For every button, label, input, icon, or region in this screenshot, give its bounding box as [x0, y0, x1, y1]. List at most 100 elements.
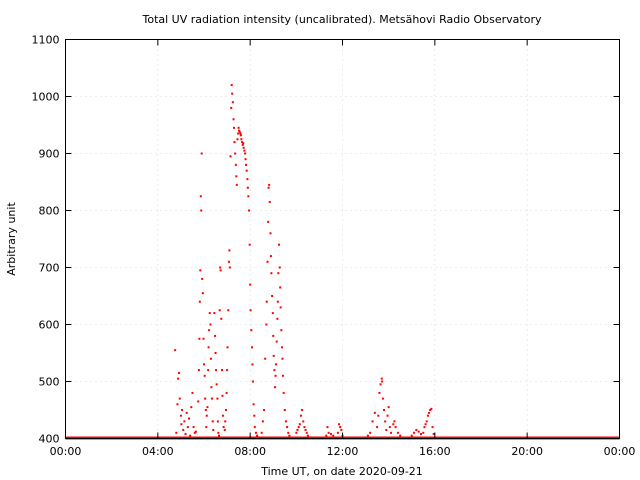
y-tick-label: 1000: [32, 91, 60, 104]
data-point: [430, 407, 433, 410]
data-point: [204, 397, 207, 400]
data-point: [247, 195, 250, 198]
data-point: [394, 426, 397, 429]
data-point: [229, 155, 232, 158]
data-point: [272, 334, 275, 337]
data-point: [389, 431, 392, 434]
data-point: [256, 434, 259, 437]
data-point: [325, 434, 328, 437]
data-point: [429, 409, 432, 411]
data-point: [197, 400, 200, 403]
data-point: [426, 414, 429, 417]
data-point: [251, 346, 254, 349]
data-point: [399, 434, 402, 437]
data-point: [279, 306, 282, 309]
data-point: [239, 134, 242, 137]
data-point: [271, 295, 274, 297]
data-point: [388, 426, 391, 429]
data-point: [384, 420, 387, 423]
data-point: [242, 142, 245, 145]
data-point: [264, 357, 267, 360]
data-point: [393, 420, 396, 423]
data-point: [208, 329, 211, 332]
data-point: [232, 118, 235, 121]
data-point: [251, 380, 254, 383]
data-point: [228, 249, 231, 252]
data-point: [250, 329, 253, 332]
data-point: [410, 434, 413, 437]
data-point: [332, 434, 335, 437]
data-point: [270, 272, 273, 275]
data-point: [284, 420, 287, 423]
data-point: [385, 428, 388, 431]
data-point: [254, 431, 257, 434]
y-tick-label: 800: [39, 205, 60, 218]
data-point: [235, 175, 238, 178]
data-point: [271, 312, 274, 315]
data-point: [386, 414, 389, 417]
data-point: [244, 158, 247, 161]
data-point: [431, 426, 434, 429]
data-point: [287, 431, 290, 434]
data-point: [220, 317, 223, 320]
y-tick-label: 400: [39, 433, 60, 446]
data-point: [234, 152, 237, 155]
x-tick-label: 00:00: [604, 445, 636, 458]
data-point: [376, 426, 379, 429]
data-point: [298, 423, 301, 426]
data-point: [223, 428, 226, 431]
data-point: [192, 426, 195, 429]
data-point: [275, 340, 278, 343]
data-point: [230, 106, 233, 109]
data-point: [230, 84, 233, 87]
data-point: [187, 417, 190, 420]
data-point: [301, 409, 304, 411]
data-point: [239, 132, 242, 135]
data-point: [201, 292, 204, 295]
x-tick-label: 12:00: [327, 445, 359, 458]
data-point: [257, 436, 260, 439]
data-point: [251, 363, 254, 366]
data-point: [183, 420, 186, 423]
data-point: [231, 92, 234, 95]
data-point: [244, 152, 247, 155]
data-point: [227, 260, 230, 263]
data-point: [208, 312, 211, 315]
data-point: [241, 143, 244, 146]
data-point: [184, 432, 187, 435]
data-point: [190, 406, 193, 409]
data-point: [278, 243, 281, 246]
data-point: [221, 394, 224, 397]
data-point: [211, 397, 214, 400]
data-point: [249, 283, 252, 286]
y-tick-label: 900: [39, 148, 60, 161]
data-point: [202, 337, 205, 340]
data-point: [218, 434, 221, 437]
data-point: [269, 232, 272, 235]
data-point: [263, 409, 266, 411]
data-point: [417, 430, 420, 433]
data-point: [279, 286, 282, 289]
data-point: [226, 369, 229, 372]
data-point: [246, 186, 249, 189]
data-point: [231, 101, 234, 104]
data-point: [218, 309, 221, 312]
data-point: [267, 186, 270, 189]
data-point: [203, 363, 205, 366]
data-point: [242, 146, 245, 149]
data-point: [381, 380, 384, 383]
data-point: [205, 414, 208, 417]
data-point: [198, 300, 201, 303]
data-point: [278, 266, 281, 269]
y-tick-label: 700: [39, 262, 60, 275]
data-point: [248, 243, 251, 246]
data-point: [428, 411, 431, 414]
data-point: [193, 431, 196, 434]
data-point: [415, 428, 418, 431]
data-point: [246, 178, 249, 181]
data-point: [269, 255, 272, 258]
data-point: [227, 309, 230, 312]
y-tick-label: 1100: [32, 34, 60, 47]
data-point: [228, 266, 231, 269]
data-point: [383, 409, 386, 411]
